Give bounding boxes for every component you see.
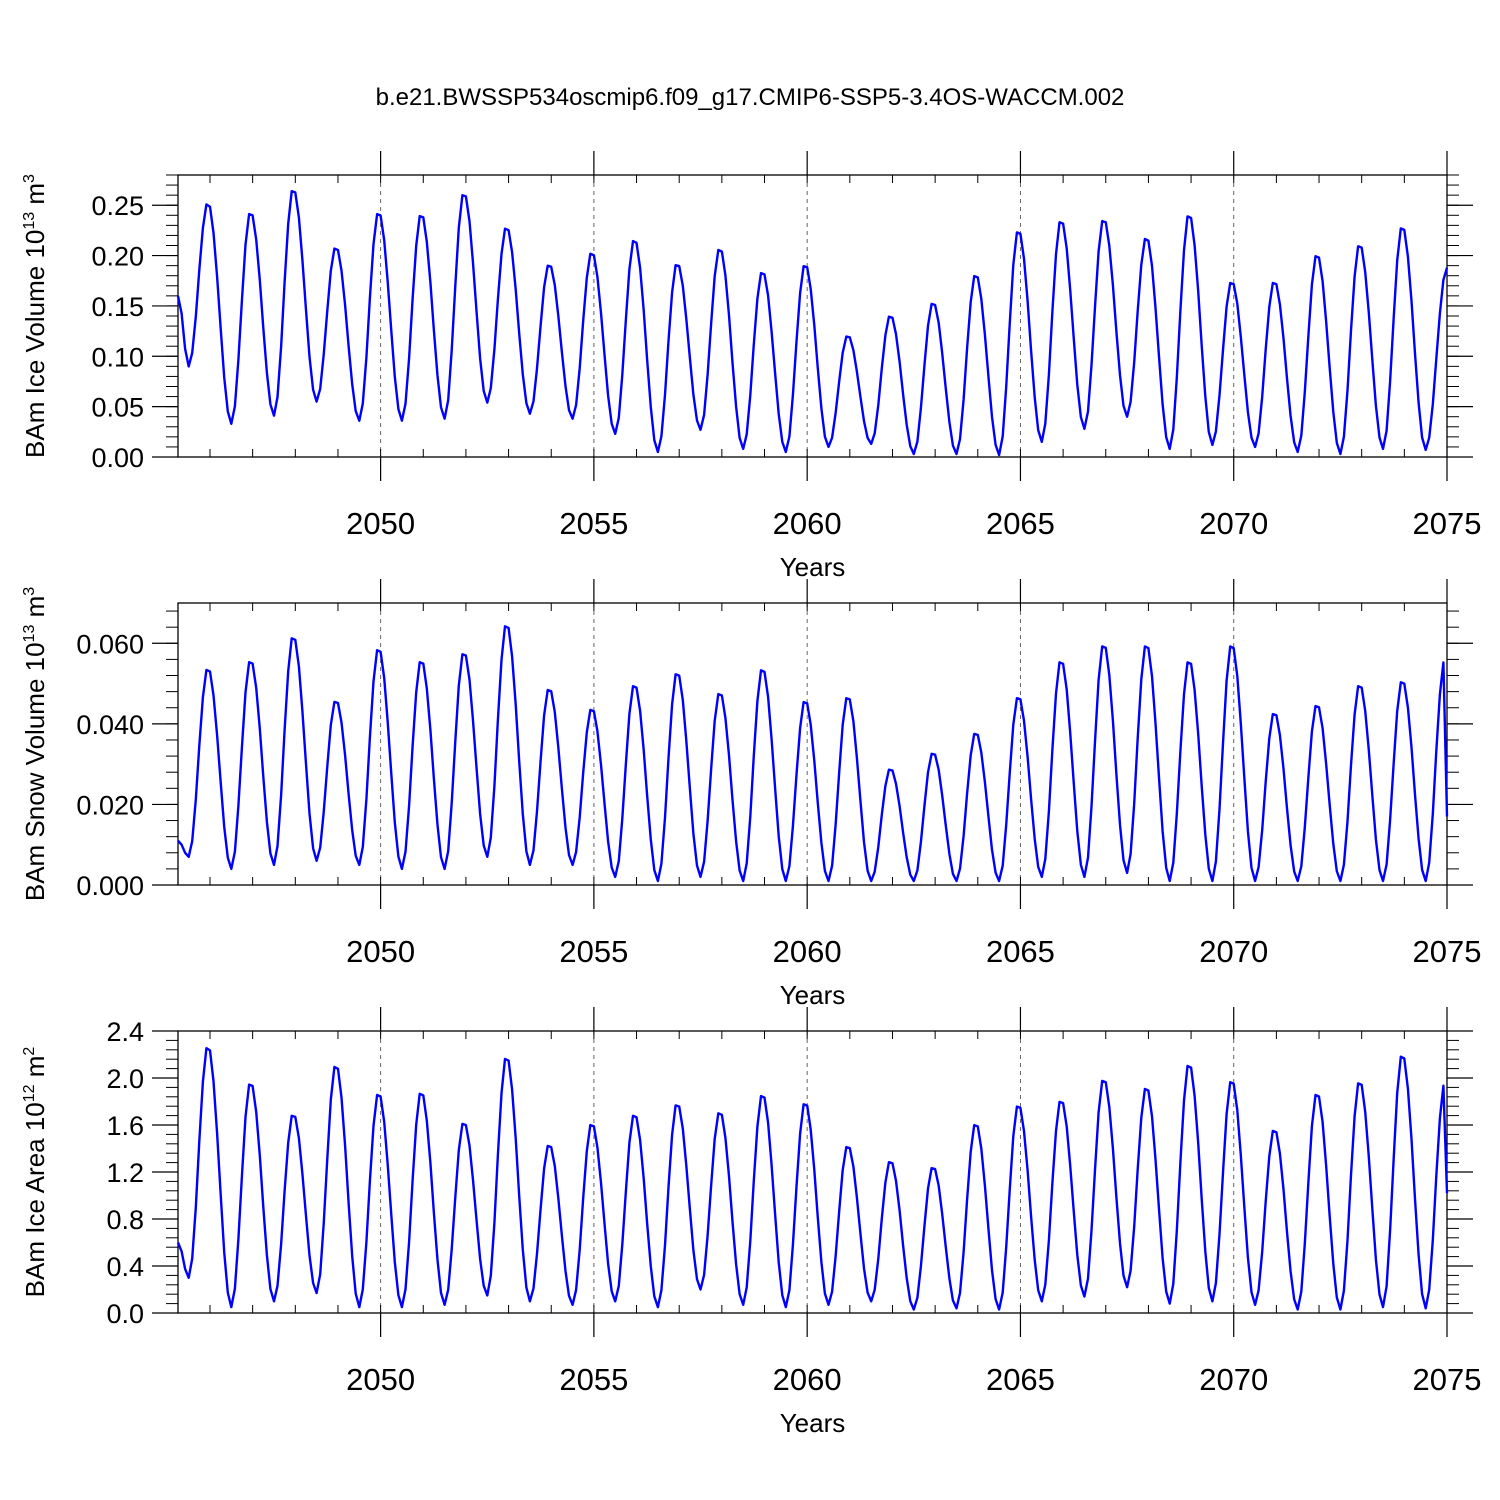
snow-volume-plot-frame — [177, 602, 1448, 886]
ice-volume-y-tick-label: 0.20 — [91, 242, 144, 272]
snow-volume-x-tick-label: 2055 — [559, 934, 628, 969]
ice-area-x-tick-label: 2070 — [1199, 1362, 1268, 1397]
ice-volume-x-tick-label: 2070 — [1199, 506, 1268, 541]
ice-volume-y-tick-label: 0.15 — [91, 292, 144, 322]
ice-area-x-tick-label: 2055 — [559, 1362, 628, 1397]
ice-area-y-tick-label: 0.8 — [106, 1205, 144, 1235]
ice-area-series-line — [176, 1046, 1449, 1311]
snow-volume-y-axis-label-unit-exp: 3 — [21, 587, 38, 596]
ice-area-y-axis-label-unit: m — [20, 1056, 50, 1085]
snow-volume-panel: 2050 2055 2060 2065 2070 2075 0.000 0.020 0.040 0… — [20, 579, 1481, 1010]
chart-title: b.e21.BWSSP534oscmip6.f09_g17.CMIP6-SSP5… — [375, 84, 1125, 111]
ice-volume-x-tick-label: 2055 — [559, 506, 628, 541]
ice-volume-x-tick-label: 2065 — [986, 506, 1055, 541]
ice-area-y-tick-label: 1.2 — [106, 1158, 144, 1188]
ice-volume-panel: 2050 2055 2060 2065 2070 2075 0.00 0.05 0.10 0.15… — [20, 151, 1481, 582]
ice-area-y-tick-label: 2.0 — [106, 1064, 144, 1094]
ice-area-x-tick-label: 2065 — [986, 1362, 1055, 1397]
snow-volume-x-tick-label: 2050 — [346, 934, 415, 969]
ice-area-plot-frame — [177, 1030, 1448, 1314]
snow-volume-y-axis-label: BAm Snow Volume 1013 m3 — [20, 587, 50, 901]
ice-area-x-tick-label: 2050 — [346, 1362, 415, 1397]
snow-volume-y-axis-label-exp: 13 — [21, 625, 38, 643]
snow-volume-x-tick-label: 2060 — [773, 934, 842, 969]
snow-volume-x-tick-label: 2075 — [1413, 934, 1482, 969]
snow-volume-series-line — [177, 625, 1449, 883]
ice-volume-y-axis-label-exp: 13 — [21, 212, 38, 230]
ice-area-x-tick-label: 2075 — [1413, 1362, 1482, 1397]
ice-volume-y-tick-label: 0.05 — [91, 393, 144, 423]
ice-volume-x-axis-label: Years — [780, 552, 846, 582]
snow-volume-x-axis-label: Years — [780, 980, 846, 1010]
ice-area-y-axis-label-exp: 12 — [21, 1084, 38, 1102]
ice-area-y-axis-label-main: BAm Ice Area 10 — [20, 1102, 50, 1297]
ice-volume-plot-frame — [177, 174, 1448, 458]
ice-volume-y-axis-label-unit-exp: 3 — [21, 174, 38, 183]
ice-area-y-axis-label-unit-exp: 2 — [21, 1047, 38, 1056]
ice-area-x-tick-label: 2060 — [773, 1362, 842, 1397]
snow-volume-y-tick-label: 0.060 — [76, 629, 144, 659]
ice-volume-y-axis-label-main: BAm Ice Volume 10 — [20, 230, 50, 458]
ice-volume-x-tick-label: 2060 — [773, 506, 842, 541]
ice-volume-x-tick-label: 2050 — [346, 506, 415, 541]
snow-volume-y-axis-label-unit: m — [20, 596, 50, 625]
snow-volume-x-tick-label: 2065 — [986, 934, 1055, 969]
snow-volume-y-tick-label: 0.000 — [76, 871, 144, 901]
ice-area-y-tick-label: 1.6 — [106, 1111, 144, 1141]
ice-volume-y-axis-label-unit: m — [20, 183, 50, 212]
snow-volume-x-tick-label: 2070 — [1199, 934, 1268, 969]
snow-volume-y-tick-label: 0.040 — [76, 710, 144, 740]
snow-volume-y-tick-label: 0.020 — [76, 790, 144, 820]
ice-area-y-tick-label: 2.4 — [106, 1017, 144, 1047]
ice-volume-y-tick-label: 0.10 — [91, 342, 144, 372]
ice-volume-y-tick-label: 0.25 — [91, 191, 144, 221]
ice-area-panel: 2050 2055 2060 2065 2070 2075 0.0 0.4 0.8 1.2 1.6 2… — [20, 1007, 1481, 1438]
ice-volume-x-tick-label: 2075 — [1413, 506, 1482, 541]
ice-area-y-tick-label: 0.0 — [106, 1299, 144, 1329]
ice-area-y-tick-label: 0.4 — [106, 1252, 144, 1282]
ice-area-x-axis-label: Years — [780, 1408, 846, 1438]
ice-volume-series-line — [176, 189, 1449, 457]
snow-volume-y-axis-label-main: BAm Snow Volume 10 — [20, 642, 50, 901]
ice-volume-y-tick-label: 0.00 — [91, 443, 144, 473]
ice-area-y-axis-label: BAm Ice Area 1012 m2 — [20, 1047, 50, 1298]
ice-volume-y-axis-label: BAm Ice Volume 1013 m3 — [20, 174, 50, 458]
